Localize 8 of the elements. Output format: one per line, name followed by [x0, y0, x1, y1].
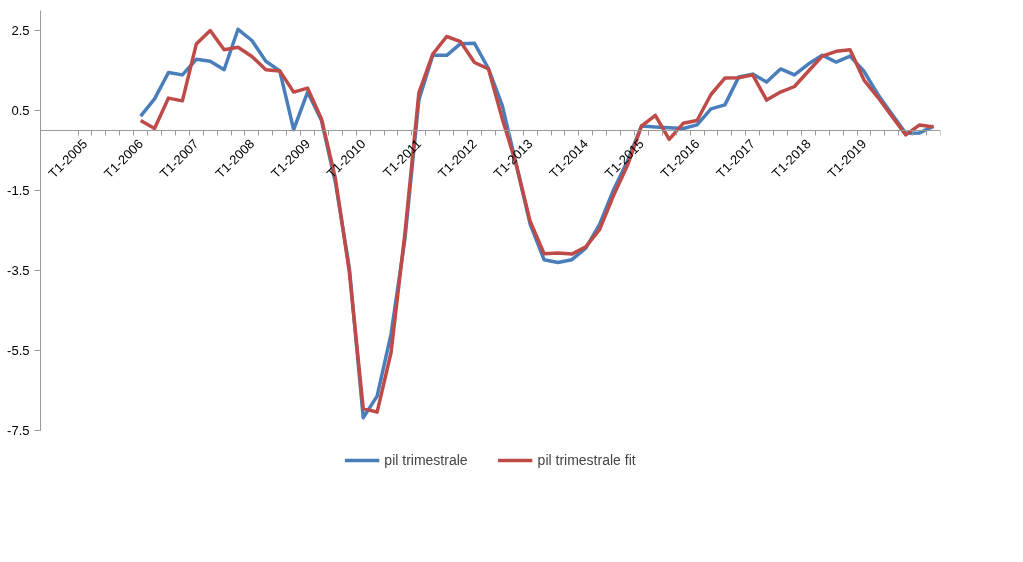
- y-tick-label: 2.5: [11, 23, 30, 38]
- y-tick-label: -5.5: [7, 343, 30, 358]
- legend-label: pil trimestrale fit: [537, 452, 636, 468]
- y-tick-label: -7.5: [7, 423, 30, 438]
- y-tick-label: -1.5: [7, 183, 30, 198]
- y-tick-label: -3.5: [7, 263, 30, 278]
- y-tick-label: 0.5: [11, 103, 30, 118]
- legend-label: pil trimestrale: [384, 452, 468, 468]
